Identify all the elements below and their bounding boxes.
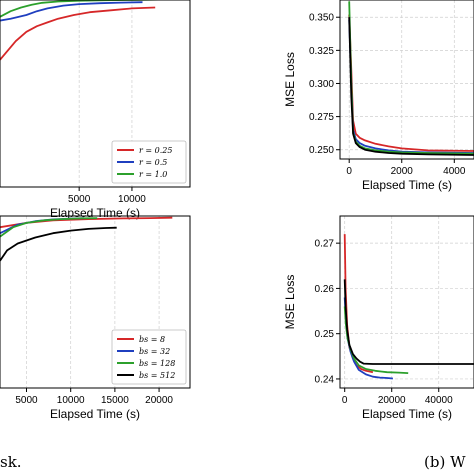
series-line-1 [348, 14, 474, 152]
axes-frame [0, 0, 191, 188]
x-axis-label: Elapsed Time (s) [362, 407, 452, 421]
axes-frame [339, 0, 474, 160]
x-tick-label: 5000 [15, 395, 38, 406]
x-tick-label: 5000 [68, 194, 91, 205]
grid [340, 0, 474, 159]
legend: bs = 8 bs = 32 bs = 128 bs = 512 [111, 329, 187, 385]
y-tick-label: 0.275 [309, 112, 334, 123]
chart-top-right: 0 2000 4000 0.250 0.275 0.300 0.325 0.350 Elapse… [283, 0, 474, 192]
y-tick-label: 0.27 [315, 239, 335, 250]
y-tick-label: 0.250 [309, 145, 334, 156]
legend-entry: r = 0.5 [139, 158, 167, 167]
y-tick-label: 0.300 [309, 79, 334, 90]
x-tick-label: 10000 [118, 194, 146, 205]
series-line-r-1-0 [0, 0, 190, 18]
series-line-4 [348, 17, 474, 156]
legend-entry: r = 0.25 [139, 146, 172, 155]
y-axis-label: MSE Loss [283, 275, 297, 330]
series-line-2 [343, 297, 393, 380]
x-tick-label: 20000 [145, 395, 173, 406]
legend-entry: bs = 32 [139, 347, 170, 356]
legend-box [111, 329, 187, 385]
y-tick-label: 0.350 [309, 13, 334, 24]
y-tick-label: 0.24 [315, 374, 335, 385]
legend-entry: bs = 512 [139, 371, 175, 380]
x-tick-label: 4000 [443, 166, 466, 177]
series-line-4 [343, 279, 474, 365]
chart-bottom-left: 5000 10000 15000 20000 Elapsed Time (s) bs = … [0, 215, 191, 421]
y-tick-label: 0.325 [309, 46, 334, 57]
legend: r = 0.25 r = 0.5 r = 1.0 [111, 140, 187, 184]
series-line-r-0-25 [0, 6, 156, 61]
x-axis-label: Elapsed Time (s) [50, 407, 140, 421]
x-tick-label: 0 [346, 166, 352, 177]
chart-bottom-right: 0 20000 40000 0.24 0.25 0.26 0.27 Elapsed Time … [283, 215, 474, 421]
x-tick-label: 0 [342, 395, 348, 406]
y-tick-label: 0.26 [315, 284, 335, 295]
series-line-r-0-5 [0, 1, 143, 22]
y-tick-label: 0.25 [315, 329, 335, 340]
series-line-1 [343, 234, 374, 374]
legend-box [111, 140, 187, 184]
x-tick-label: 20000 [378, 395, 406, 406]
legend-entry: bs = 128 [139, 359, 175, 368]
legend-entry: r = 1.0 [139, 170, 167, 179]
series-line-3 [348, 1, 474, 155]
x-tick-label: 40000 [425, 395, 453, 406]
x-tick-label: 10000 [57, 395, 85, 406]
x-tick-label: 2000 [391, 166, 414, 177]
x-axis-label: Elapsed Time (s) [362, 178, 452, 192]
axes-frame [339, 215, 474, 389]
series-line-2 [348, 19, 474, 154]
series-line-bs-128 [0, 217, 98, 238]
caption-left: sk. [0, 453, 22, 471]
grid [26, 216, 160, 388]
caption-right: (b) W [424, 453, 466, 471]
y-axis-label: MSE Loss [283, 52, 297, 107]
legend-entry: bs = 8 [139, 335, 165, 344]
series-line-bs-512 [0, 226, 117, 262]
x-tick-label: 15000 [101, 395, 129, 406]
axes-frame [0, 215, 191, 389]
